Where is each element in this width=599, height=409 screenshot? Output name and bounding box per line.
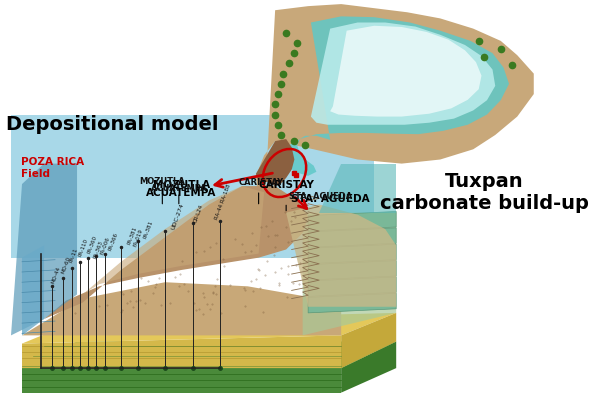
- Text: PA-381: PA-381: [126, 226, 138, 245]
- Polygon shape: [308, 293, 396, 313]
- Text: CARISTAY: CARISTAY: [239, 178, 284, 187]
- Text: PA-363: PA-363: [92, 239, 104, 259]
- Polygon shape: [319, 164, 396, 213]
- Polygon shape: [11, 115, 374, 258]
- Polygon shape: [22, 245, 44, 335]
- Text: MOZUTLA: MOZUTLA: [153, 180, 210, 190]
- Text: FA-006: FA-006: [100, 236, 111, 256]
- Text: PA-360: PA-360: [86, 235, 98, 254]
- Polygon shape: [308, 211, 396, 231]
- Polygon shape: [286, 204, 396, 307]
- Text: FA-019: FA-019: [133, 228, 144, 247]
- Text: Tuxpan
carbonate build-up: Tuxpan carbonate build-up: [380, 172, 589, 213]
- Text: CR-L24: CR-L24: [193, 203, 204, 223]
- Polygon shape: [256, 139, 294, 186]
- Polygon shape: [341, 313, 396, 368]
- Text: ACUATEMPA: ACUATEMPA: [146, 189, 217, 198]
- Text: RA-44 RA-188: RA-44 RA-188: [214, 183, 232, 220]
- Text: STA. AGUEDA: STA. AGUEDA: [291, 195, 370, 204]
- Text: MO-60: MO-60: [60, 255, 71, 274]
- Polygon shape: [22, 335, 341, 368]
- Text: PA-11: PA-11: [69, 247, 79, 264]
- Polygon shape: [302, 213, 396, 335]
- Text: Depositional model: Depositional model: [5, 115, 218, 133]
- Text: UDC-274: UDC-274: [171, 202, 185, 230]
- Text: PA-381: PA-381: [143, 220, 155, 239]
- Polygon shape: [83, 186, 264, 294]
- Text: POZA RICA
Field: POZA RICA Field: [21, 157, 84, 179]
- Text: MO-44: MO-44: [51, 265, 62, 284]
- Polygon shape: [11, 164, 77, 335]
- Text: STA. AGUEDA: STA. AGUEDA: [289, 192, 352, 201]
- Polygon shape: [22, 342, 396, 368]
- Polygon shape: [256, 4, 534, 215]
- Polygon shape: [308, 277, 396, 297]
- Polygon shape: [308, 261, 396, 280]
- Polygon shape: [330, 26, 482, 117]
- Polygon shape: [44, 186, 308, 319]
- Polygon shape: [341, 342, 396, 393]
- Text: ACUATEMPA: ACUATEMPA: [150, 184, 207, 193]
- Text: CARISTAY: CARISTAY: [258, 180, 314, 190]
- Text: PA-366: PA-366: [107, 232, 119, 252]
- Polygon shape: [308, 228, 396, 247]
- Polygon shape: [22, 282, 341, 335]
- Polygon shape: [308, 244, 396, 264]
- Text: PA-110: PA-110: [78, 238, 89, 258]
- Text: MOZUTLA: MOZUTLA: [140, 177, 185, 186]
- Polygon shape: [311, 22, 495, 125]
- Polygon shape: [22, 368, 341, 393]
- Polygon shape: [22, 313, 396, 344]
- Polygon shape: [283, 16, 509, 176]
